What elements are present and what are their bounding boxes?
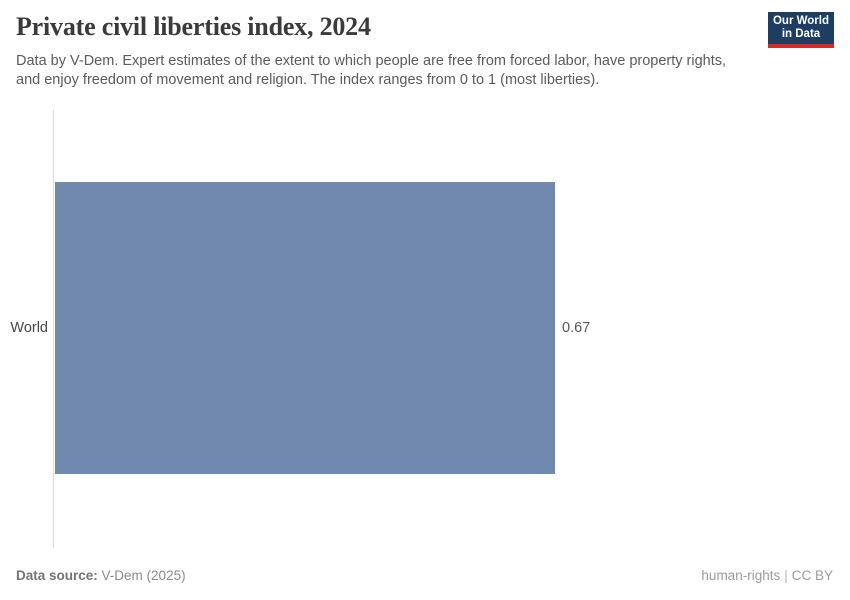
- owid-logo-line-1: Our World: [772, 15, 829, 27]
- subtitle-line-2: and enjoy freedom of movement and religi…: [16, 71, 600, 88]
- data-source-value[interactable]: V-Dem (2025): [101, 568, 186, 583]
- category-label-world: World: [10, 320, 48, 336]
- footer-separator: |: [784, 568, 788, 583]
- page-title: Private civil liberties index, 2024: [16, 12, 371, 41]
- license-link[interactable]: CC BY: [791, 568, 833, 583]
- y-axis-line: [53, 110, 54, 548]
- owid-logo[interactable]: Our World in Data: [768, 12, 834, 48]
- bar-world[interactable]: [55, 182, 555, 474]
- value-label-world: 0.67: [562, 320, 591, 336]
- chart-subtitle: Data by V-Dem. Expert estimates of the e…: [16, 52, 766, 89]
- data-source-label: Data source:: [16, 568, 98, 583]
- footer-links: human-rights | CC BY: [701, 568, 833, 583]
- data-source-note: Data source: V-Dem (2025): [16, 568, 186, 583]
- subtitle-line-1: Data by V-Dem. Expert estimates of the e…: [16, 53, 727, 69]
- owid-logo-line-2: in Data: [781, 28, 821, 40]
- topic-tag-link[interactable]: human-rights: [701, 568, 781, 583]
